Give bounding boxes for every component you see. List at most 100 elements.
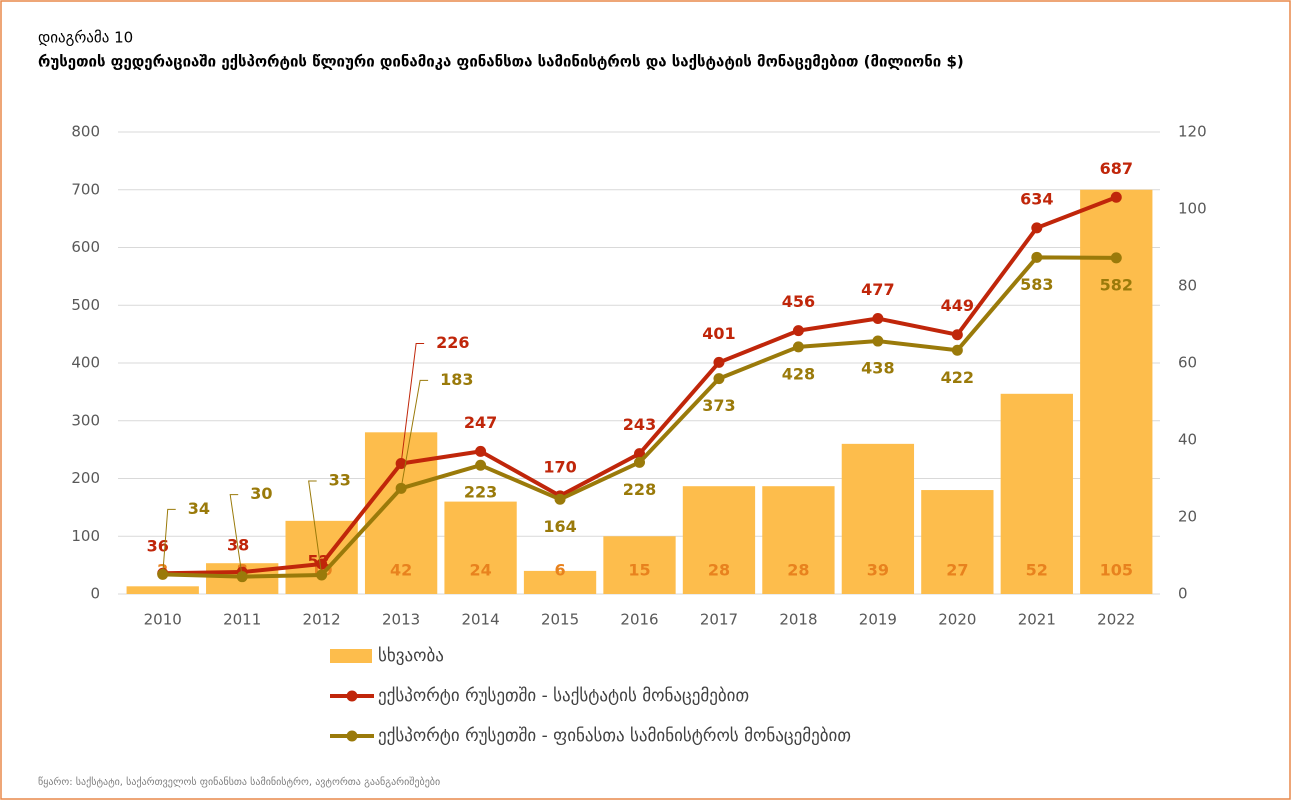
x-tick-label: 2017 [700, 611, 738, 629]
bar [921, 490, 994, 594]
data-label: 30 [250, 484, 272, 503]
data-label: 449 [941, 296, 974, 315]
x-tick-label: 2021 [1018, 611, 1056, 629]
data-label: 33 [329, 470, 351, 489]
data-label: 228 [623, 480, 656, 499]
y-tick-label: 400 [71, 354, 100, 372]
bar-label: 15 [628, 561, 650, 580]
bar-label: 39 [867, 561, 889, 580]
y-tick-label: 500 [71, 296, 100, 314]
bar [1080, 189, 1153, 594]
bar [841, 443, 915, 594]
point [951, 329, 963, 341]
y-tick-label: 300 [71, 411, 100, 429]
point [1031, 222, 1043, 234]
point [713, 373, 725, 385]
point [634, 456, 645, 468]
point [634, 448, 645, 460]
y2-tick-label: 0 [1178, 585, 1188, 603]
y-tick-label: 600 [71, 238, 100, 256]
bar-label: 28 [787, 561, 809, 580]
bar [682, 486, 756, 594]
point [713, 356, 725, 368]
legend-label: ექსპორტი რუსეთში - ფინასთა სამინისტროს მ… [378, 726, 851, 746]
bar [603, 536, 676, 594]
data-label: 36 [147, 537, 169, 556]
leader-line [308, 480, 323, 576]
data-label: 687 [1100, 159, 1133, 178]
bar-label: 24 [469, 561, 491, 580]
data-label: 247 [464, 413, 497, 432]
y-tick-label: 700 [71, 180, 100, 198]
data-label: 38 [227, 536, 249, 555]
leader-line [229, 494, 243, 577]
bar [762, 486, 835, 594]
point [792, 341, 804, 353]
data-label: 401 [702, 324, 735, 343]
bar [523, 570, 597, 594]
legend-swatch [346, 690, 358, 702]
y-tick-label: 100 [71, 527, 100, 545]
data-label: 170 [543, 457, 576, 476]
bar-label: 6 [554, 561, 565, 580]
x-tick-label: 2010 [144, 611, 182, 629]
data-label: 428 [782, 364, 815, 383]
data-label: 226 [436, 333, 469, 352]
x-tick-label: 2012 [303, 611, 341, 629]
bar-label: 52 [1026, 561, 1048, 580]
y2-tick-label: 80 [1178, 277, 1197, 295]
point [475, 445, 487, 457]
legend-swatch [330, 649, 372, 663]
legend-label: სხვაობა [378, 646, 444, 666]
point [475, 459, 487, 471]
data-label: 243 [623, 415, 656, 434]
x-tick-label: 2013 [382, 611, 420, 629]
data-label: 477 [861, 280, 894, 299]
data-label: 422 [941, 368, 974, 387]
bar-label: 28 [708, 561, 730, 580]
data-label: 164 [543, 517, 576, 536]
data-label: 583 [1020, 275, 1053, 294]
bar [126, 586, 199, 594]
x-tick-label: 2015 [541, 611, 579, 629]
chart-title: რუსეთის ფედერაციაში ექსპორტის წლიური დინ… [38, 53, 964, 71]
point [951, 344, 963, 356]
y-tick-label: 800 [71, 123, 100, 141]
point [792, 325, 804, 337]
point [1031, 251, 1043, 263]
source: წყარო: საქსტატი, საქართველოს ფინანსთა სა… [38, 776, 440, 788]
data-label: 223 [464, 483, 497, 502]
y-tick-label: 200 [71, 469, 100, 487]
x-tick-label: 2011 [223, 611, 261, 629]
point [316, 558, 328, 570]
x-tick-label: 2022 [1097, 611, 1135, 629]
x-tick-label: 2016 [620, 611, 658, 629]
point [872, 335, 884, 347]
data-label: 456 [782, 292, 815, 311]
x-tick-label: 2019 [859, 611, 897, 629]
data-label: 438 [861, 359, 894, 378]
legend-swatch [346, 730, 358, 742]
data-label: 52 [308, 551, 330, 570]
y2-tick-label: 40 [1178, 431, 1197, 449]
bar-label: 42 [390, 561, 412, 580]
x-tick-label: 2014 [461, 611, 499, 629]
data-label: 183 [440, 370, 473, 389]
point [872, 313, 884, 325]
bar [444, 501, 517, 594]
bar-label: 105 [1100, 561, 1133, 580]
data-label: 34 [188, 499, 210, 518]
leader-line [162, 508, 176, 575]
bar [1000, 393, 1073, 594]
y2-tick-label: 100 [1178, 200, 1207, 218]
y2-tick-label: 120 [1178, 123, 1207, 141]
data-label: 373 [702, 396, 735, 415]
y2-tick-label: 20 [1178, 508, 1197, 526]
bar-label: 27 [946, 561, 968, 580]
leader-line [400, 379, 429, 489]
x-tick-label: 2020 [938, 611, 976, 629]
point [1110, 191, 1122, 203]
point [1110, 252, 1122, 264]
